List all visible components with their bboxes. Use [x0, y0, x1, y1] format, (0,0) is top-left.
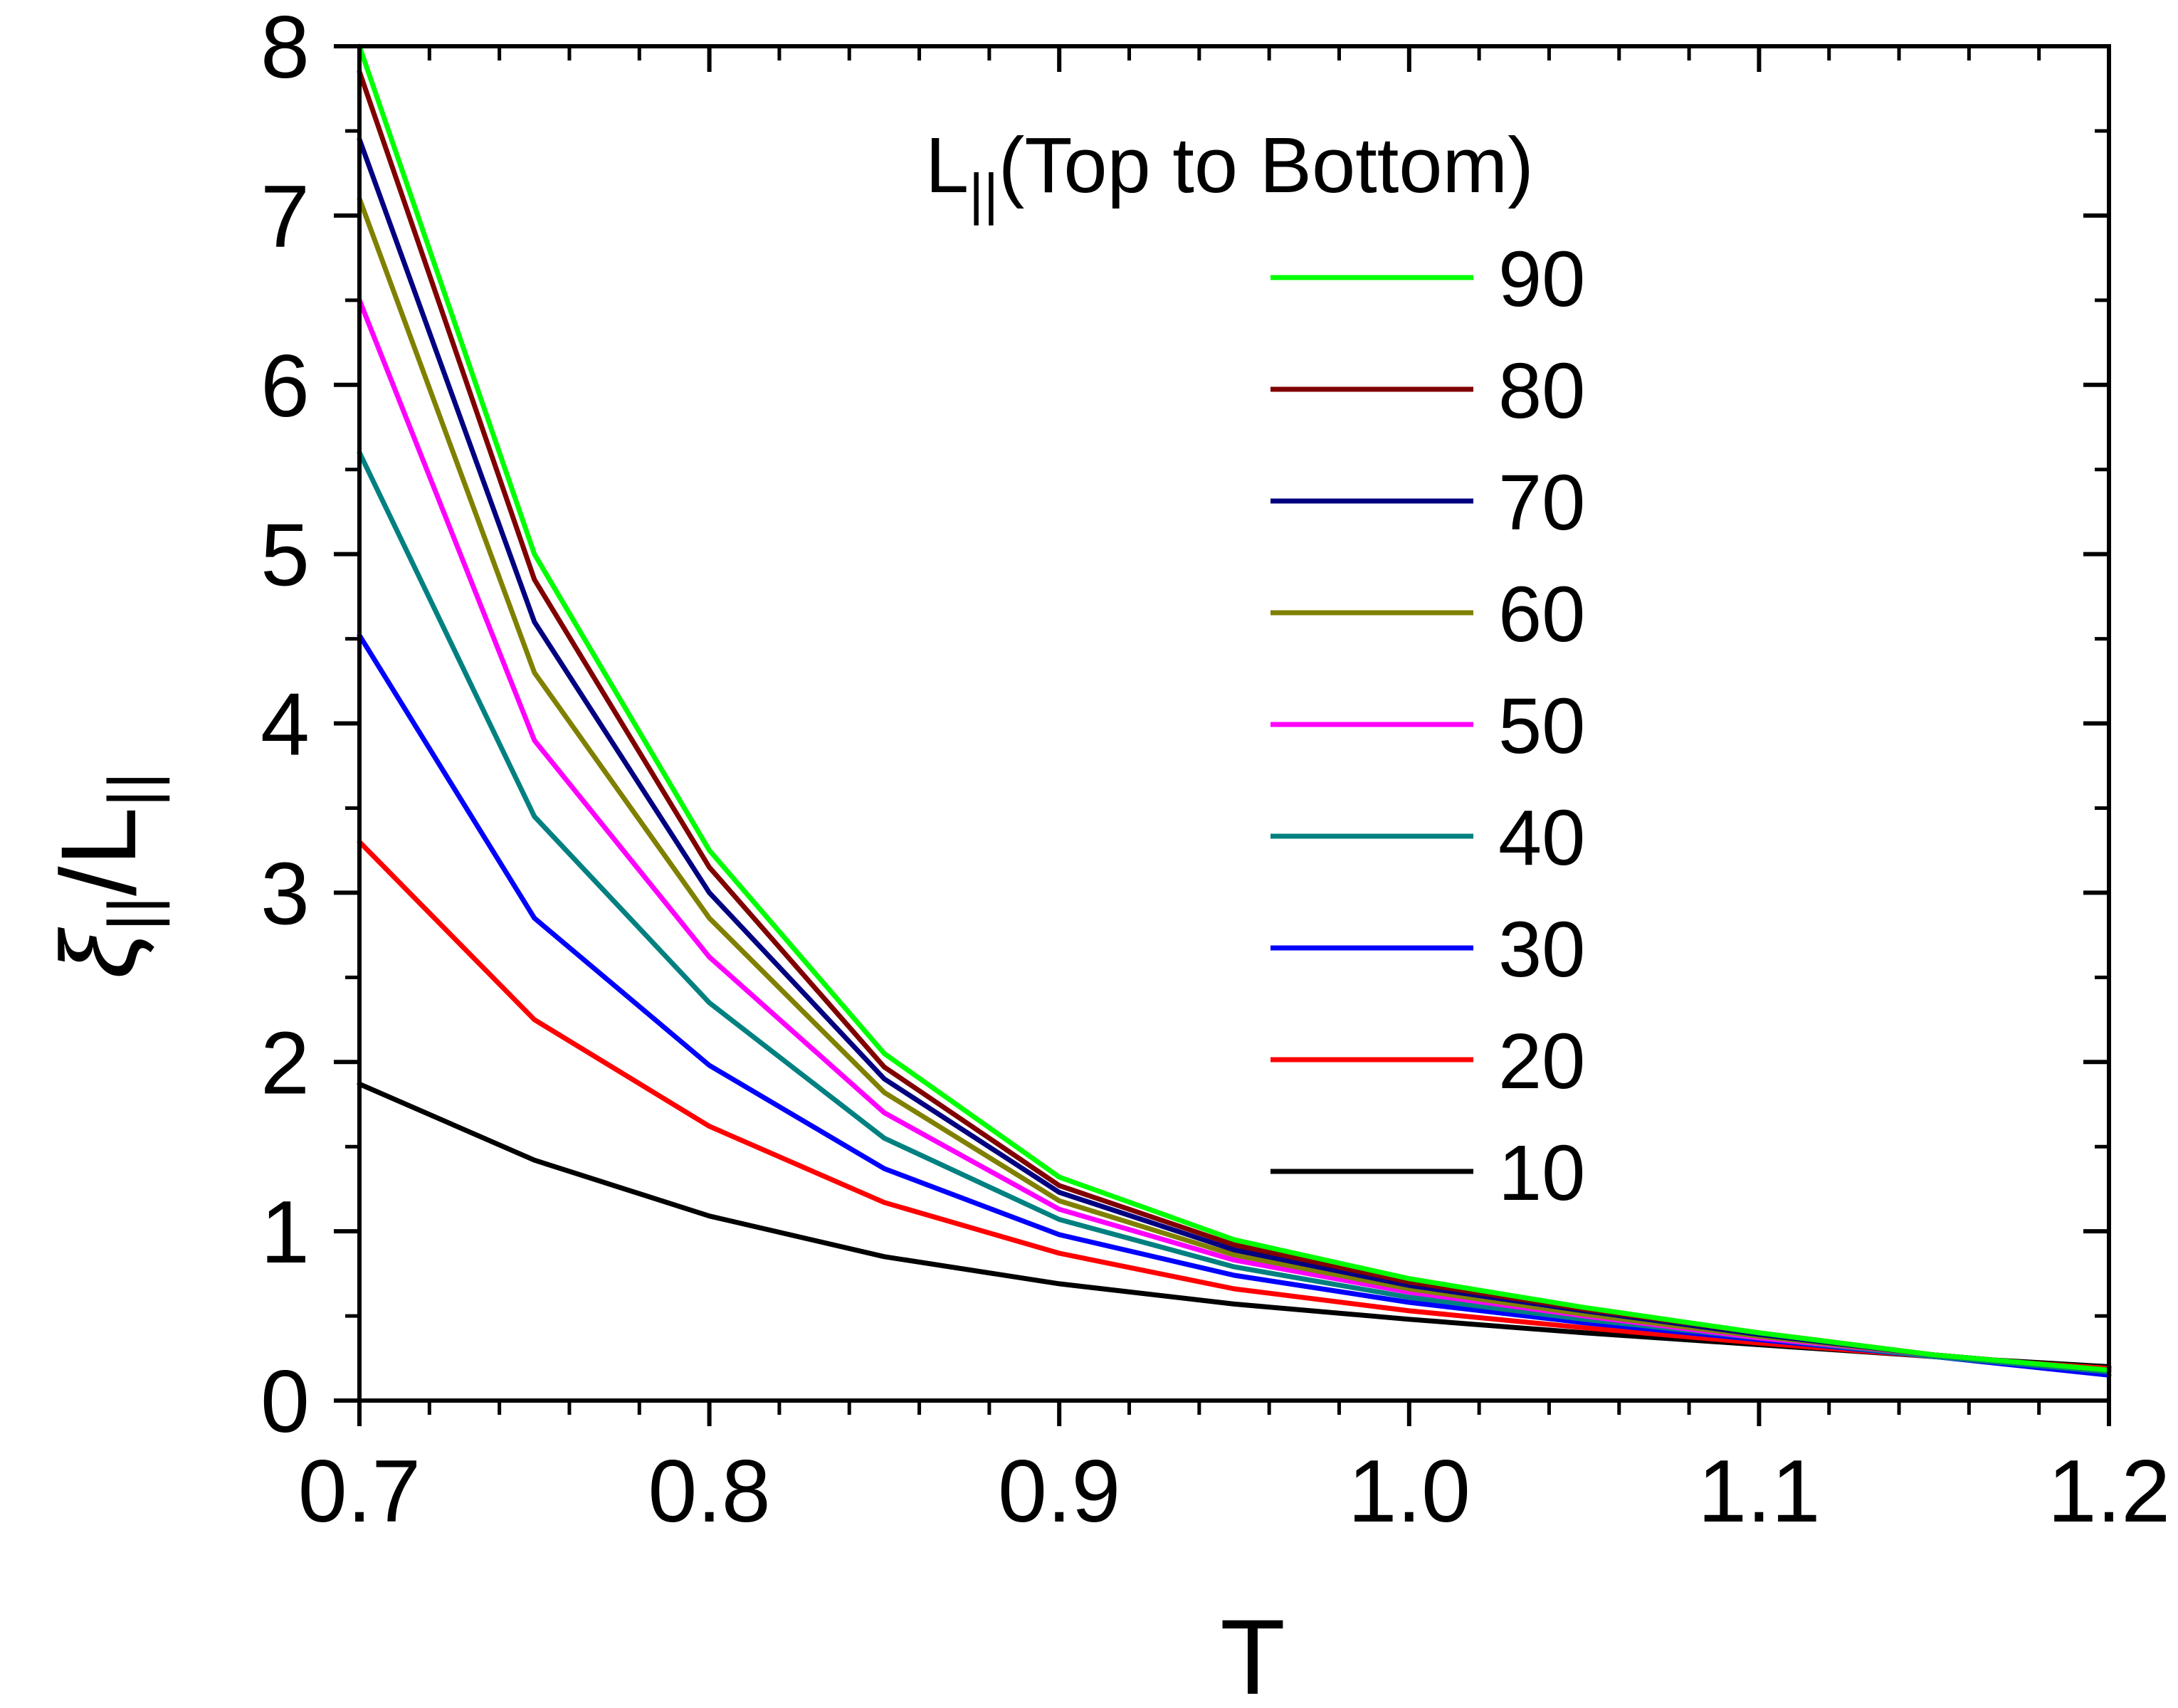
series-line-60	[357, 196, 2112, 1373]
legend-label-80: 80	[1498, 347, 1585, 435]
y-axis-title-slash-subscript: ||	[95, 772, 170, 807]
series-line-30	[357, 633, 2112, 1378]
x-tick-label: 0.7	[298, 1443, 421, 1541]
y-axis-title-slash: /L	[38, 807, 158, 896]
legend-title-symbol: L	[925, 122, 969, 209]
legend-title: L||(Top to Bottom)	[925, 122, 1534, 226]
axes-layer	[334, 44, 2111, 1426]
y-axis-title-symbol: ξ	[38, 927, 158, 979]
y-tick-label: 2	[261, 1014, 310, 1112]
legend: L||(Top to Bottom) 90 80 70 60 50 40 30 20 10	[925, 122, 1585, 1217]
legend-label-30: 30	[1498, 906, 1585, 993]
series-line-10	[357, 1081, 2112, 1369]
y-tick-label: 7	[261, 168, 310, 266]
series-line-80	[357, 69, 2112, 1373]
y-tick-label: 1	[261, 1184, 310, 1282]
legend-label-90: 90	[1498, 236, 1585, 323]
series-layer	[357, 43, 2112, 1378]
series-line-90	[357, 43, 2112, 1373]
y-axis-title: ξ||/L||	[38, 772, 170, 979]
y-tick-label: 8	[261, 0, 310, 97]
legend-label-20: 20	[1498, 1018, 1585, 1105]
y-axis-title-symbol-subscript: ||	[95, 896, 170, 931]
y-tick-label: 0	[261, 1353, 310, 1451]
y-tick-label: 4	[261, 676, 310, 774]
y-tick-label: 6	[261, 337, 310, 436]
legend-title-subscript: ||	[969, 162, 999, 226]
legend-label-10: 10	[1498, 1129, 1585, 1217]
x-axis-title: T	[1220, 1597, 1285, 1708]
legend-items: 90 80 70 60 50 40 30 20 10	[1270, 236, 1585, 1217]
legend-label-60: 60	[1498, 571, 1585, 658]
y-tick-label: 3	[261, 845, 310, 943]
x-tick-label: 1.0	[1348, 1443, 1471, 1541]
series-line-50	[357, 297, 2112, 1373]
y-tick-label: 5	[261, 507, 310, 605]
series-line-40	[357, 450, 2112, 1375]
legend-label-70: 70	[1498, 459, 1585, 547]
tick-label-layer: 0.7 0.8 0.9 1.0 1.1 1.2 0 1 2 3 4 5 6 7 8	[261, 0, 2170, 1541]
legend-label-40: 40	[1498, 794, 1585, 882]
x-tick-label: 1.1	[1698, 1443, 1820, 1541]
x-tick-label: 1.2	[2048, 1443, 2170, 1541]
x-tick-label: 0.9	[998, 1443, 1120, 1541]
x-tick-label: 0.8	[648, 1443, 770, 1541]
series-line-20	[357, 839, 2112, 1371]
legend-title-suffix: (Top to Bottom)	[999, 122, 1534, 209]
legend-label-50: 50	[1498, 682, 1585, 770]
